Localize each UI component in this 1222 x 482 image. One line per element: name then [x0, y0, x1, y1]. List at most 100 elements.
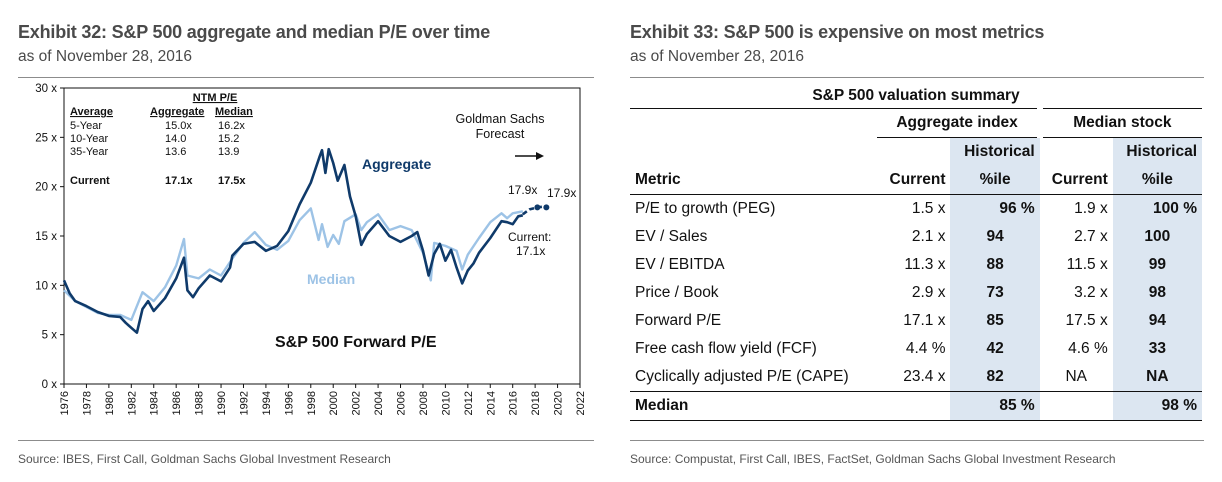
x-tick-label: 1980 [104, 391, 116, 415]
y-tick-label: 30 x [35, 83, 57, 95]
row-med-current: 11.5 x [1066, 255, 1108, 273]
avg-row-label: 35-Year [70, 146, 108, 158]
right-source: Source: Compustat, First Call, IBES, Fac… [630, 452, 1116, 466]
x-tick-label: 1988 [194, 391, 206, 415]
col-header-med-current: Current [1051, 170, 1108, 188]
label-aggregate: Aggregate [362, 156, 431, 172]
row-metric: EV / EBITDA [635, 255, 725, 273]
plot-frame [63, 87, 581, 385]
x-tick-label: 1998 [306, 391, 318, 415]
y-tick-label: 10 x [35, 280, 57, 292]
left-source: Source: IBES, First Call, Goldman Sachs … [18, 452, 391, 466]
row-agg-pctile: 82 [950, 362, 1040, 391]
median-row-med-pctile: 98 % [1112, 391, 1202, 420]
forecast-point [534, 204, 541, 211]
annotation-2018-value: 17.9x [508, 183, 537, 197]
right-panel-title: Exhibit 33: S&P 500 is expensive on most… [630, 22, 1045, 42]
col-header-med-pctile: %ile [1112, 165, 1202, 194]
x-tick-label: 1984 [149, 391, 161, 415]
row-med-current: 3.2 x [1074, 283, 1108, 301]
empty-cell [630, 108, 877, 137]
col-header-agg-historical: Historical [950, 137, 1040, 166]
left-bottom-rule [18, 440, 594, 441]
x-tick-label: 2000 [328, 391, 340, 415]
col-header-med-historical: Historical [1112, 137, 1202, 166]
x-tick-label: 1996 [283, 391, 295, 415]
row-metric: EV / Sales [635, 227, 708, 245]
chart-inner-title: S&P 500 Forward P/E [275, 334, 437, 351]
row-agg-current: 1.5 x [911, 199, 946, 217]
series-layer [62, 147, 550, 334]
right-panel-subtitle: as of November 28, 2016 [630, 48, 805, 65]
row-med-pctile: 33 [1112, 334, 1202, 363]
row-med-pctile: 99 [1112, 250, 1202, 279]
row-med-pctile: 94 [1112, 306, 1202, 335]
series-line-median [63, 207, 524, 322]
row-agg-current: 17.1 x [903, 311, 946, 329]
row-med-current: NA [1065, 367, 1087, 385]
avg-table-header-aggregate: Aggregate [150, 106, 204, 118]
row-agg-pctile: 73 [950, 278, 1040, 307]
x-tick-label: 2016 [508, 391, 520, 415]
table-title: S&P 500 valuation summary [630, 84, 1202, 109]
forecast-label-line2: Forecast [476, 127, 525, 141]
row-agg-current: 2.9 x [911, 283, 946, 301]
valuation-summary-table: S&P 500 valuation summary Aggregate inde… [630, 84, 1202, 421]
x-tick-label: 2002 [351, 391, 363, 415]
right-top-rule [630, 77, 1204, 78]
group-header-median: Median stock [1036, 108, 1202, 138]
avg-row-agg: 15.0x [165, 120, 192, 132]
y-tick-label: 25 x [35, 132, 57, 144]
annotation-current-line1: Current: [508, 230, 551, 244]
forecast-arrow-head [536, 152, 544, 160]
x-tick-label: 2022 [575, 391, 587, 415]
row-agg-current: 11.3 x [904, 255, 946, 273]
row-metric: Free cash flow yield (FCF) [635, 339, 817, 357]
x-tick-label: 1992 [238, 391, 250, 415]
series-line-aggregate [62, 147, 524, 334]
row-med-pctile: 98 [1112, 278, 1202, 307]
median-row-agg-pctile: 85 % [950, 391, 1040, 420]
row-med-pctile: 100 % [1112, 194, 1202, 223]
avg-current-label: Current [70, 175, 110, 187]
label-median: Median [307, 271, 355, 287]
x-tick-label: 2020 [553, 391, 565, 415]
row-agg-current: 23.4 x [903, 367, 946, 385]
group-header-aggregate: Aggregate index [877, 108, 1040, 138]
col-header-metric: Metric [635, 170, 681, 188]
y-tick-label: 0 x [42, 379, 58, 391]
x-tick-label: 1976 [59, 391, 71, 415]
x-tick-label: 2004 [373, 391, 385, 415]
left-top-rule [18, 77, 594, 78]
row-agg-pctile: 85 [950, 306, 1040, 335]
x-tick-label: 1978 [81, 391, 93, 415]
avg-row-agg: 13.6 [165, 146, 186, 158]
x-tick-label: 1982 [126, 391, 138, 415]
avg-current-med: 17.5x [218, 175, 246, 187]
forecast-label-line1: Goldman Sachs [456, 112, 545, 126]
empty-cell [630, 137, 877, 166]
row-med-current: 4.6 % [1068, 339, 1108, 357]
avg-row-label: 5-Year [70, 120, 102, 132]
x-tick-label: 1990 [216, 391, 228, 415]
avg-row-med: 16.2x [218, 120, 245, 132]
row-med-current: 2.7 x [1074, 227, 1108, 245]
avg-table-header-median: Median [215, 106, 253, 118]
avg-row-agg: 14.0 [165, 133, 186, 145]
annotation-current-line2: 17.1x [516, 244, 545, 258]
row-agg-pctile: 88 [950, 250, 1040, 279]
row-metric: Cyclically adjusted P/E (CAPE) [635, 367, 849, 385]
y-tick-label: 5 x [42, 330, 58, 342]
avg-row-med: 13.9 [218, 146, 239, 158]
empty-cell [1040, 391, 1113, 420]
avg-table-group-header: NTM P/E [193, 92, 238, 104]
row-agg-pctile: 96 % [950, 194, 1040, 223]
plot-area [63, 87, 581, 385]
empty-cell [877, 137, 950, 166]
row-med-pctile: NA [1112, 362, 1202, 391]
left-panel-title: Exhibit 32: S&P 500 aggregate and median… [18, 22, 491, 42]
row-metric: Forward P/E [635, 311, 722, 329]
avg-current-agg: 17.1x [165, 175, 193, 187]
forecast-point [543, 204, 550, 211]
average-table: NTM P/E Average Aggregate Median 5-Year … [70, 92, 253, 187]
